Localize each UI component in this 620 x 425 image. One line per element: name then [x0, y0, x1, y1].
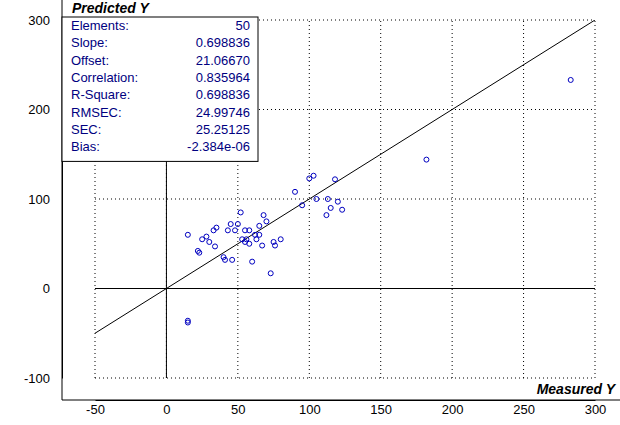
x-tick: 150: [370, 400, 392, 417]
y-tick-label: -100: [24, 371, 50, 386]
point: [228, 222, 233, 227]
chart: -100 0 100 200 300 -50 0 50 100 150 200 250 300 Predi…: [0, 0, 620, 425]
point: [273, 243, 278, 248]
point: [204, 234, 209, 239]
point: [250, 259, 255, 264]
point: [225, 228, 230, 233]
stats-label: Bias:: [71, 139, 100, 154]
x-axis: -50 0 50 100 150 200 250 300: [86, 400, 606, 417]
y-axis-title: Predicted Y: [72, 0, 150, 16]
stats-label: Slope:: [71, 35, 108, 50]
point: [311, 173, 316, 178]
stats-value: 0.698836: [196, 35, 250, 50]
point: [257, 232, 262, 237]
x-tick-label: 0: [163, 402, 170, 417]
y-tick-label: 300: [28, 13, 50, 28]
x-tick-label: 50: [231, 402, 245, 417]
stats-label: RMSEC:: [71, 105, 122, 120]
point: [207, 239, 212, 244]
point: [213, 244, 218, 249]
y-tick: 200: [28, 102, 62, 117]
point: [333, 177, 338, 182]
point: [264, 219, 269, 224]
stats-frame: [62, 17, 258, 161]
point: [233, 228, 238, 233]
point: [214, 225, 219, 230]
stats-label: R-Square:: [71, 87, 130, 102]
point: [568, 77, 573, 82]
x-tick-label: 250: [513, 402, 535, 417]
stats-value: 25.25125: [196, 122, 250, 137]
grid-line-x: [380, 20, 381, 378]
point: [300, 203, 305, 208]
x-tick: -50: [86, 400, 105, 417]
point: [340, 207, 345, 212]
grid-line-y: [95, 199, 595, 200]
x-axis-title: Measured Y: [537, 381, 617, 397]
point: [424, 157, 429, 162]
point: [314, 197, 319, 202]
stats-value: 21.06670: [196, 53, 250, 68]
x-tick: 250: [513, 400, 535, 417]
grid-line-y: [95, 288, 595, 289]
zero-line-y: [95, 288, 595, 289]
point: [257, 223, 262, 228]
point: [223, 257, 228, 262]
stats-label: Correlation:: [71, 70, 138, 85]
point: [293, 189, 298, 194]
y-tick: 0: [43, 281, 62, 296]
stats-value: -2.384e-06: [187, 139, 250, 154]
point: [324, 213, 329, 218]
stats-label: Offset:: [71, 53, 109, 68]
frame-bottom: [62, 400, 620, 401]
stats-value: 0.698836: [196, 87, 250, 102]
x-tick-label: 200: [442, 402, 464, 417]
point: [235, 222, 240, 227]
point: [185, 320, 190, 325]
x-tick: 200: [442, 400, 464, 417]
x-tick-label: 100: [299, 402, 321, 417]
y-tick: 100: [28, 192, 62, 207]
y-tick-label: 100: [28, 192, 50, 207]
x-axis-line: [96, 400, 596, 401]
point: [325, 197, 330, 202]
stats-value: 0.835964: [196, 70, 250, 85]
stats-box: Elements: 50 Slope: 0.698836 Offset: 21.06670…: [62, 17, 258, 161]
point: [197, 250, 202, 255]
point: [247, 241, 252, 246]
stats-label: SEC:: [71, 122, 101, 137]
point: [185, 232, 190, 237]
y-tick-label: 0: [43, 281, 50, 296]
stats-label: Elements:: [71, 18, 129, 33]
y-tick: 300: [28, 13, 62, 28]
grid-line-y: [95, 378, 595, 379]
x-tick-label: 300: [585, 402, 607, 417]
point: [278, 237, 283, 242]
point: [238, 210, 243, 215]
point: [260, 243, 265, 248]
stats-value: 50: [236, 18, 250, 33]
x-tick: 100: [299, 400, 321, 417]
stats-value: 24.99746: [196, 105, 250, 120]
point: [335, 199, 340, 204]
y-axis: -100 0 100 200 300: [24, 13, 63, 386]
point: [268, 271, 273, 276]
x-tick-label: 150: [370, 402, 392, 417]
y-tick-label: 200: [28, 102, 50, 117]
x-tick-label: -50: [86, 402, 105, 417]
x-tick: 0: [163, 400, 170, 417]
point: [230, 257, 235, 262]
x-tick: 300: [585, 400, 607, 417]
point: [261, 213, 266, 218]
point: [328, 205, 333, 210]
y-tick: -100: [24, 371, 62, 386]
point: [247, 228, 252, 233]
x-tick: 50: [231, 400, 245, 417]
